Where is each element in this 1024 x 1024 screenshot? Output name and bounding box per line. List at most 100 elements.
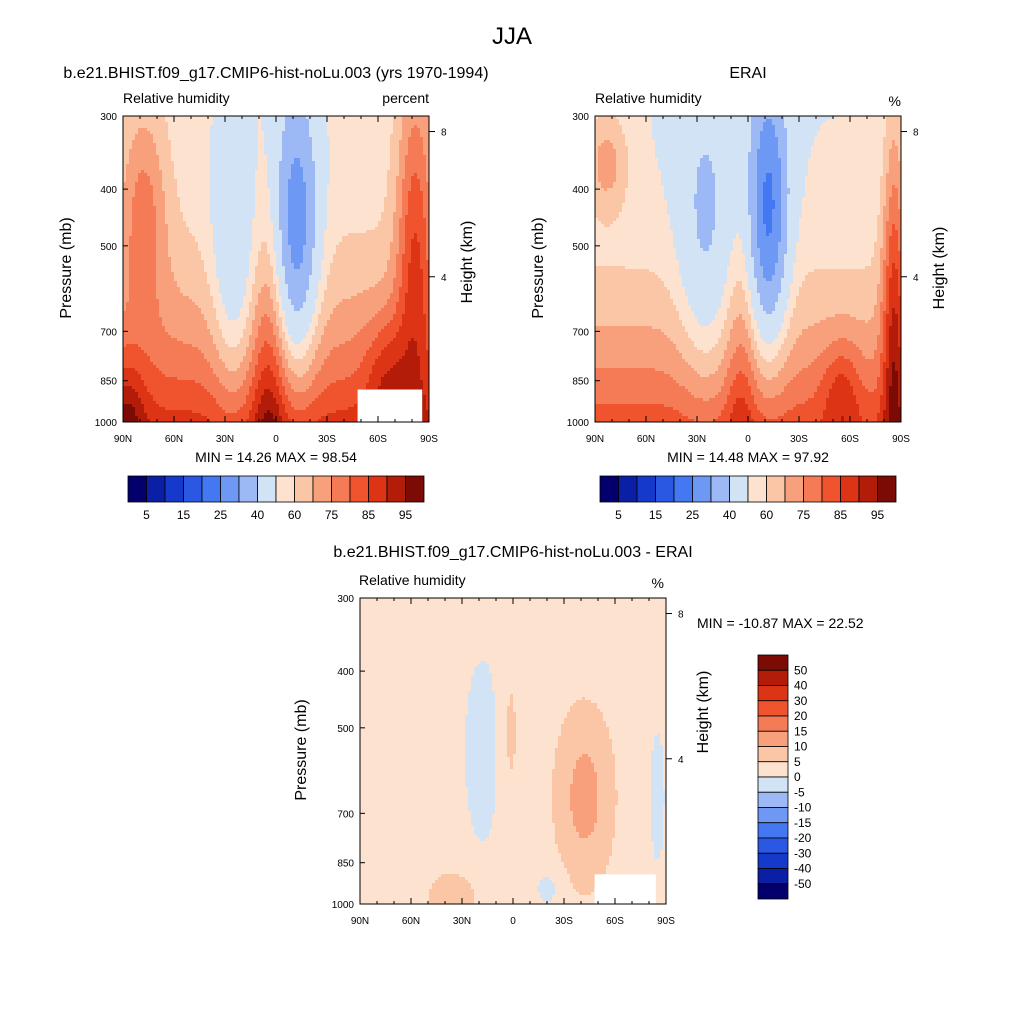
contour-cell xyxy=(330,137,390,141)
contour-cell xyxy=(468,796,495,800)
contour-cell xyxy=(273,236,282,240)
contour-cell xyxy=(222,296,243,300)
contour-cell xyxy=(625,143,655,147)
x-tick-label: 30N xyxy=(216,434,234,445)
contour-cell xyxy=(417,233,426,237)
contour-cell xyxy=(135,185,153,189)
contour-cell xyxy=(423,287,429,291)
contour-cell xyxy=(360,766,465,770)
contour-cell xyxy=(757,221,763,225)
contour-cell xyxy=(748,278,757,282)
contour-cell xyxy=(757,278,766,282)
contour-cell xyxy=(123,137,135,141)
contour-cell xyxy=(805,275,880,279)
contour-cell xyxy=(663,757,666,761)
colorbar-label: -10 xyxy=(794,801,812,815)
contour-cell xyxy=(799,335,877,339)
contour-cell xyxy=(423,197,429,201)
contour-cell xyxy=(561,730,609,734)
contour-cell xyxy=(495,808,552,812)
contour-cell xyxy=(561,724,606,728)
contour-cell xyxy=(261,371,273,375)
contour-cell xyxy=(859,413,877,417)
contour-cell xyxy=(564,718,603,722)
contour-cell xyxy=(315,377,345,381)
contour-cell xyxy=(778,242,787,246)
contour-cell xyxy=(123,404,132,408)
contour-cell xyxy=(733,320,745,324)
contour-cell xyxy=(402,212,408,216)
contour-cell xyxy=(183,293,210,297)
contour-cell xyxy=(123,221,132,225)
contour-cell xyxy=(673,341,694,345)
y-axis-label: Pressure (mb) xyxy=(293,699,310,800)
contour-cell xyxy=(709,158,748,162)
contour-cell xyxy=(213,116,258,120)
contour-cell xyxy=(465,748,495,752)
contour-cell xyxy=(288,344,309,348)
contour-cell xyxy=(793,278,805,282)
contour-cell xyxy=(883,296,886,300)
contour-cell xyxy=(709,374,727,378)
contour-cell xyxy=(324,296,351,300)
min-max-stats: MIN = 14.26 MAX = 98.54 xyxy=(195,449,357,465)
contour-cell xyxy=(880,365,883,369)
contour-cell xyxy=(258,122,261,126)
contour-cell xyxy=(324,257,333,261)
contour-cell xyxy=(402,206,408,210)
y2-tick-label: 4 xyxy=(913,273,919,284)
contour-cell xyxy=(727,368,751,372)
contour-cell xyxy=(282,419,291,423)
contour-cell xyxy=(138,416,147,420)
contour-cell xyxy=(123,230,132,234)
contour-cell xyxy=(616,116,652,120)
contour-field xyxy=(595,116,901,423)
contour-cell xyxy=(261,119,285,123)
colorbar-box xyxy=(599,475,619,503)
contour-cell xyxy=(222,299,243,303)
contour-cell xyxy=(513,763,555,767)
contour-cell xyxy=(480,661,486,665)
contour-cell xyxy=(787,383,820,387)
contour-cell xyxy=(733,323,745,327)
contour-cell xyxy=(727,317,736,321)
contour-cell xyxy=(333,254,390,258)
contour-cell xyxy=(123,296,129,300)
contour-cell xyxy=(724,326,733,330)
contour-cell xyxy=(156,224,168,228)
contour-cell xyxy=(859,410,880,414)
y-tick-label: 850 xyxy=(337,859,354,870)
contour-cell xyxy=(258,254,270,258)
contour-cell xyxy=(754,317,784,321)
contour-cell xyxy=(210,137,258,141)
contour-cell xyxy=(673,377,724,381)
contour-cell xyxy=(336,410,372,414)
contour-cell xyxy=(886,356,889,360)
contour-cell xyxy=(384,206,396,210)
contour-cell xyxy=(360,817,471,821)
contour-cell xyxy=(604,140,610,144)
contour-cell xyxy=(228,317,237,321)
contour-cell xyxy=(180,290,210,294)
contour-cell xyxy=(279,164,291,168)
contour-cell xyxy=(360,727,465,731)
contour-cell xyxy=(595,419,694,423)
contour-cell xyxy=(327,116,393,120)
contour-cell xyxy=(267,179,279,183)
contour-cell xyxy=(282,323,285,327)
contour-cell xyxy=(682,281,727,285)
contour-cell xyxy=(177,182,210,186)
colorbar-box xyxy=(858,475,878,503)
contour-cell xyxy=(778,332,787,336)
contour-cell xyxy=(757,383,787,387)
contour-cell xyxy=(324,239,342,243)
contour-cell xyxy=(757,386,784,390)
contour-cell xyxy=(576,700,591,704)
contour-cell xyxy=(610,224,670,228)
contour-cell xyxy=(886,131,901,135)
contour-cell xyxy=(676,248,703,252)
contour-cell xyxy=(745,374,754,378)
contour-cell xyxy=(748,335,754,339)
contour-cell xyxy=(213,335,222,339)
contour-cell xyxy=(595,158,598,162)
